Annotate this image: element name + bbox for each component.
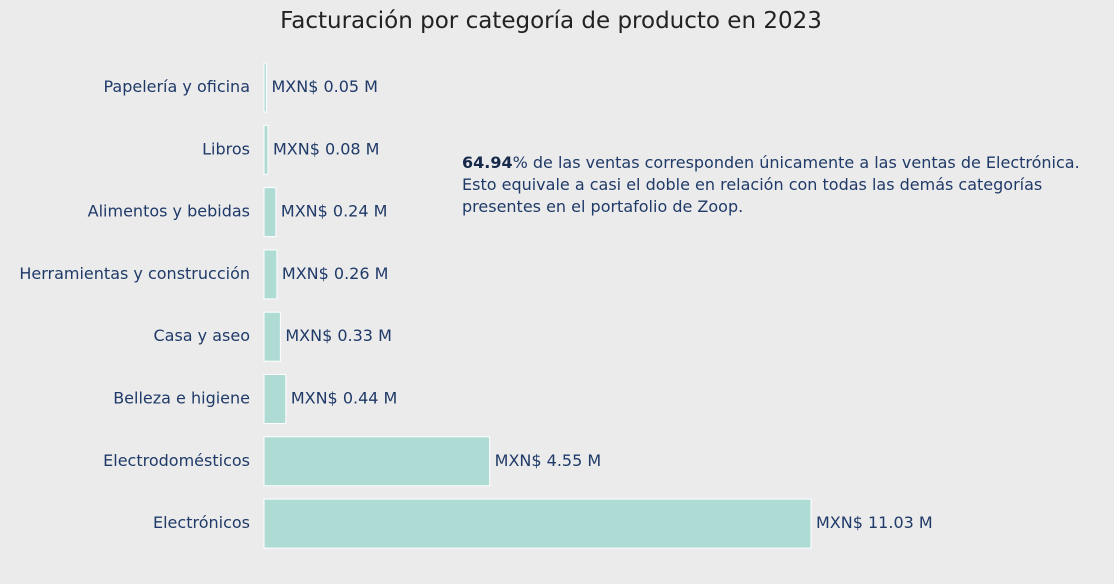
category-label-3: Herramientas y construcción xyxy=(19,264,250,283)
bar-4 xyxy=(263,311,281,362)
annotation-line-1: 64.94% de las ventas corresponden únicam… xyxy=(462,152,1112,174)
annotation-line-1-rest: % de las ventas corresponden únicamente … xyxy=(512,153,1080,172)
category-label-1: Libros xyxy=(202,139,250,158)
annotation-text: 64.94% de las ventas corresponden únicam… xyxy=(462,152,1112,218)
value-label-6: MXN$ 4.55 M xyxy=(495,451,602,470)
bar-1 xyxy=(263,124,269,175)
bar-5 xyxy=(263,374,287,424)
category-label-2: Alimentos y bebidas xyxy=(88,202,250,221)
annotation-line-2: Esto equivale a casi el doble en relació… xyxy=(462,175,1043,194)
bar-3 xyxy=(263,249,278,300)
value-label-3: MXN$ 0.26 M xyxy=(282,264,389,283)
value-label-1: MXN$ 0.08 M xyxy=(273,139,380,158)
bars-group: Papelería y oficina MXN$ 0.05 M Libros MXN$… xyxy=(19,62,933,549)
bar-0 xyxy=(263,62,267,113)
annotation-highlight: 64.94 xyxy=(462,153,513,172)
category-label-5: Belleza e higiene xyxy=(113,389,250,408)
category-label-0: Papelería y oficina xyxy=(103,77,250,96)
value-label-5: MXN$ 0.44 M xyxy=(291,389,398,408)
bar-2 xyxy=(263,187,277,238)
bar-6 xyxy=(263,436,491,487)
chart-title: Facturación por categoría de producto en… xyxy=(280,8,822,34)
value-label-0: MXN$ 0.05 M xyxy=(271,77,378,96)
value-label-7: MXN$ 11.03 M xyxy=(816,513,933,532)
category-label-7: Electrónicos xyxy=(153,513,250,532)
annotation-line-3: presentes en el portafolio de Zoop. xyxy=(462,197,744,216)
bar-7 xyxy=(263,498,812,549)
category-label-4: Casa y aseo xyxy=(153,326,250,345)
value-label-4: MXN$ 0.33 M xyxy=(285,326,392,345)
value-label-2: MXN$ 0.24 M xyxy=(281,202,388,221)
category-label-6: Electrodomésticos xyxy=(103,451,250,470)
